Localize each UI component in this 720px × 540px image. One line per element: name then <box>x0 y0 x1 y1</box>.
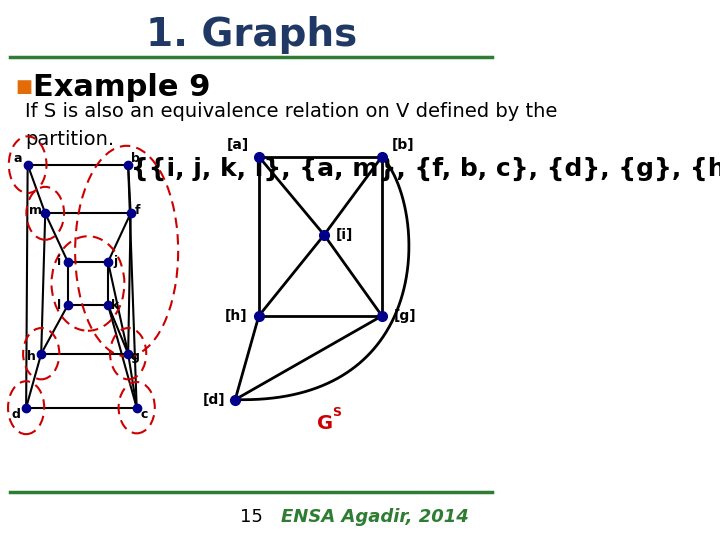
Text: [i]: [i] <box>336 228 353 242</box>
Text: m: m <box>29 204 42 217</box>
Text: a: a <box>14 152 22 165</box>
Text: [d]: [d] <box>203 393 225 407</box>
Text: [h]: [h] <box>225 309 247 323</box>
Text: S: S <box>332 406 341 419</box>
Text: d: d <box>12 408 20 421</box>
Text: k: k <box>111 299 120 312</box>
Text: j: j <box>113 255 117 268</box>
Text: 15: 15 <box>240 508 263 526</box>
Text: [a]: [a] <box>227 138 249 152</box>
Text: l: l <box>57 299 61 312</box>
Text: [g]: [g] <box>394 309 416 323</box>
Text: i: i <box>57 255 61 268</box>
Text: ENSA Agadir, 2014: ENSA Agadir, 2014 <box>281 508 468 526</box>
Text: 1. Graphs: 1. Graphs <box>145 16 357 54</box>
Text: b: b <box>131 152 140 165</box>
Text: Example 9: Example 9 <box>32 73 210 102</box>
Text: [b]: [b] <box>392 138 414 152</box>
Text: f: f <box>135 204 140 217</box>
Text: G: G <box>317 414 333 434</box>
Text: ■: ■ <box>15 78 32 97</box>
Text: g: g <box>131 350 140 363</box>
Text: If S is also an equivalence relation on V defined by the
partition.: If S is also an equivalence relation on … <box>25 102 557 149</box>
Text: h: h <box>27 350 35 363</box>
Text: c: c <box>140 408 148 421</box>
Text: {{i, j, k, l}, {a, m}, {f, b, c}, {d}, {g}, {h}}: {{i, j, k, l}, {a, m}, {f, b, c}, {d}, {… <box>130 157 720 180</box>
